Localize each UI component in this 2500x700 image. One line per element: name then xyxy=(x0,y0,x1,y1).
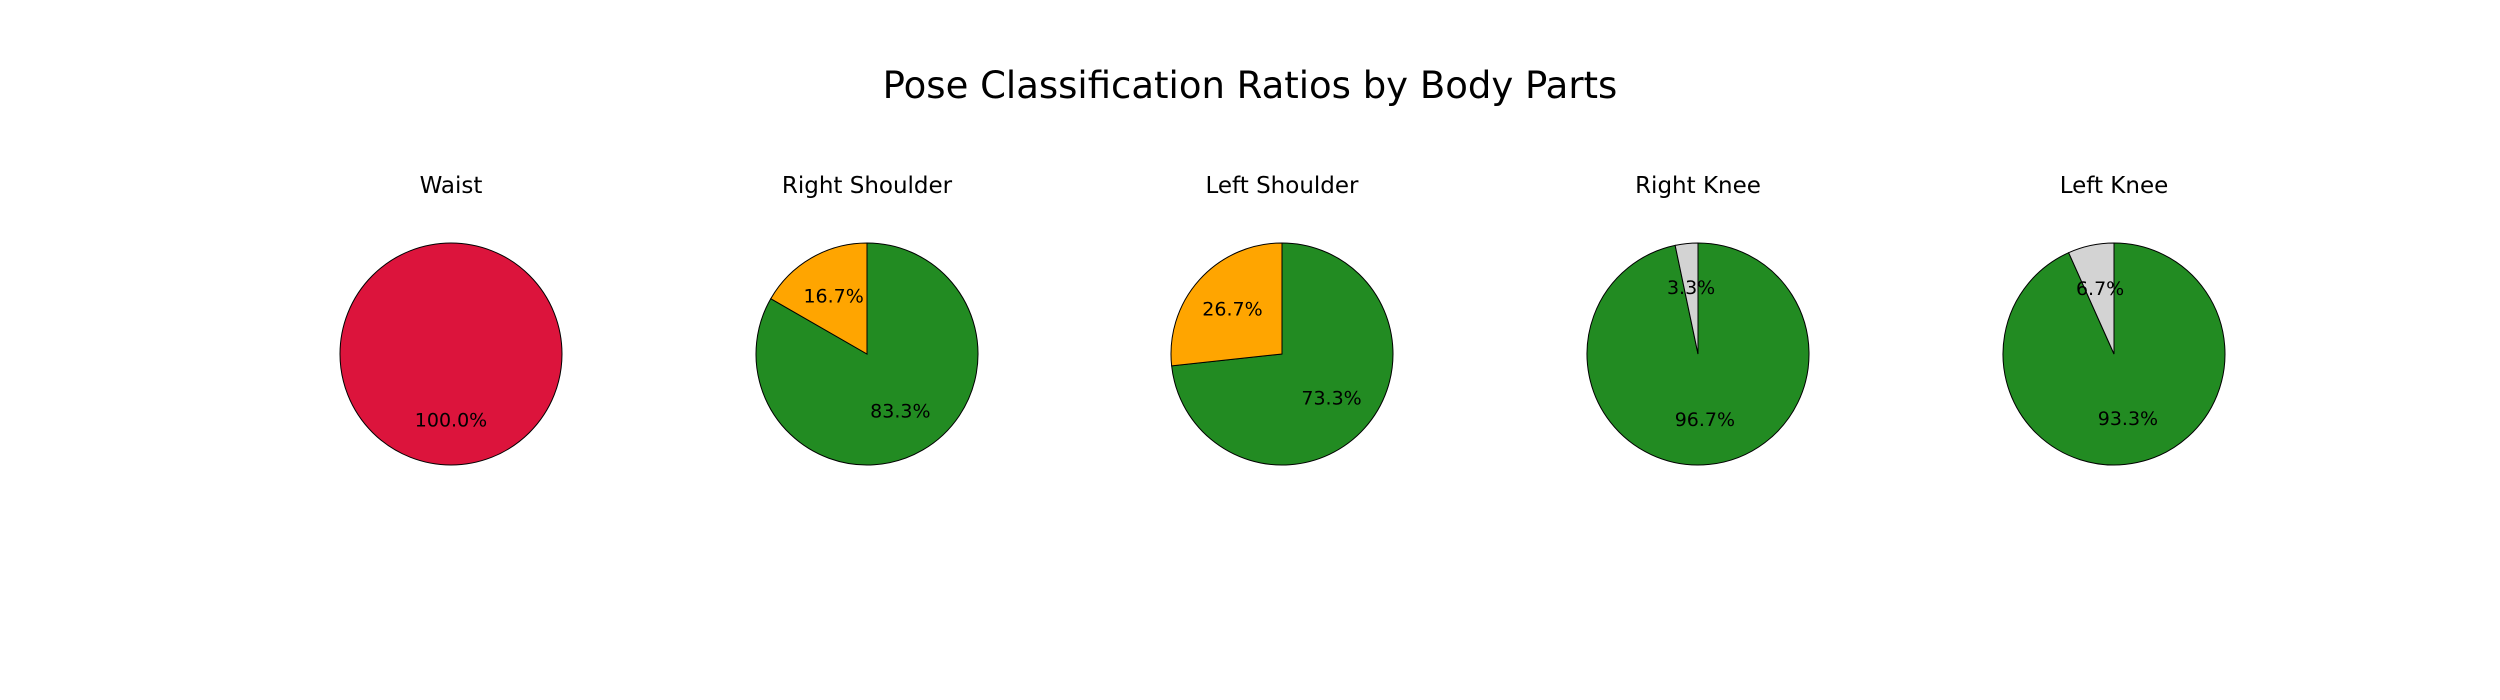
pie-slice-left-shoulder-1 xyxy=(1170,242,1283,367)
pie-label-left-shoulder-1: 26.7% xyxy=(1202,298,1262,320)
pie-slice-left-knee-1 xyxy=(2067,242,2115,355)
pie-label-left-knee-0: 93.3% xyxy=(2098,408,2158,430)
pie-title-waist: Waist xyxy=(420,173,483,199)
pie-right-knee: Right Knee 96.7% 3.3% xyxy=(1586,173,1810,466)
pie-waist: Waist 100.0% xyxy=(339,173,563,466)
pie-label-left-knee-1: 6.7% xyxy=(2076,278,2124,300)
pie-title-left-knee: Left Knee xyxy=(2060,173,2169,199)
pie-title-left-shoulder: Left Shoulder xyxy=(1205,173,1359,199)
pie-slice-waist-0 xyxy=(339,242,563,466)
pie-label-waist-0: 100.0% xyxy=(415,410,487,432)
pie-label-right-knee-0: 96.7% xyxy=(1675,409,1735,431)
pie-left-shoulder: Left Shoulder 73.3% 26.7% xyxy=(1170,173,1394,466)
pie-label-right-shoulder-1: 16.7% xyxy=(803,285,863,307)
pie-label-left-shoulder-0: 73.3% xyxy=(1301,388,1361,410)
pie-title-right-shoulder: Right Shoulder xyxy=(782,173,953,199)
pie-title-right-knee: Right Knee xyxy=(1635,173,1761,199)
pie-slice-right-knee-1 xyxy=(1674,242,1699,355)
pie-right-shoulder: Right Shoulder 83.3% 16.7% xyxy=(755,173,979,466)
pie-left-knee: Left Knee 93.3% 6.7% xyxy=(2002,173,2226,466)
pie-grid: Waist 100.0% Right Shoulder 83.3% 16.7% Left … xyxy=(339,173,2226,466)
pie-label-right-knee-1: 3.3% xyxy=(1667,277,1715,299)
pie-slice-right-shoulder-1 xyxy=(770,242,868,355)
chart-title: Pose Classification Ratios by Body Parts xyxy=(883,64,1618,107)
pie-label-right-shoulder-0: 83.3% xyxy=(870,401,930,423)
